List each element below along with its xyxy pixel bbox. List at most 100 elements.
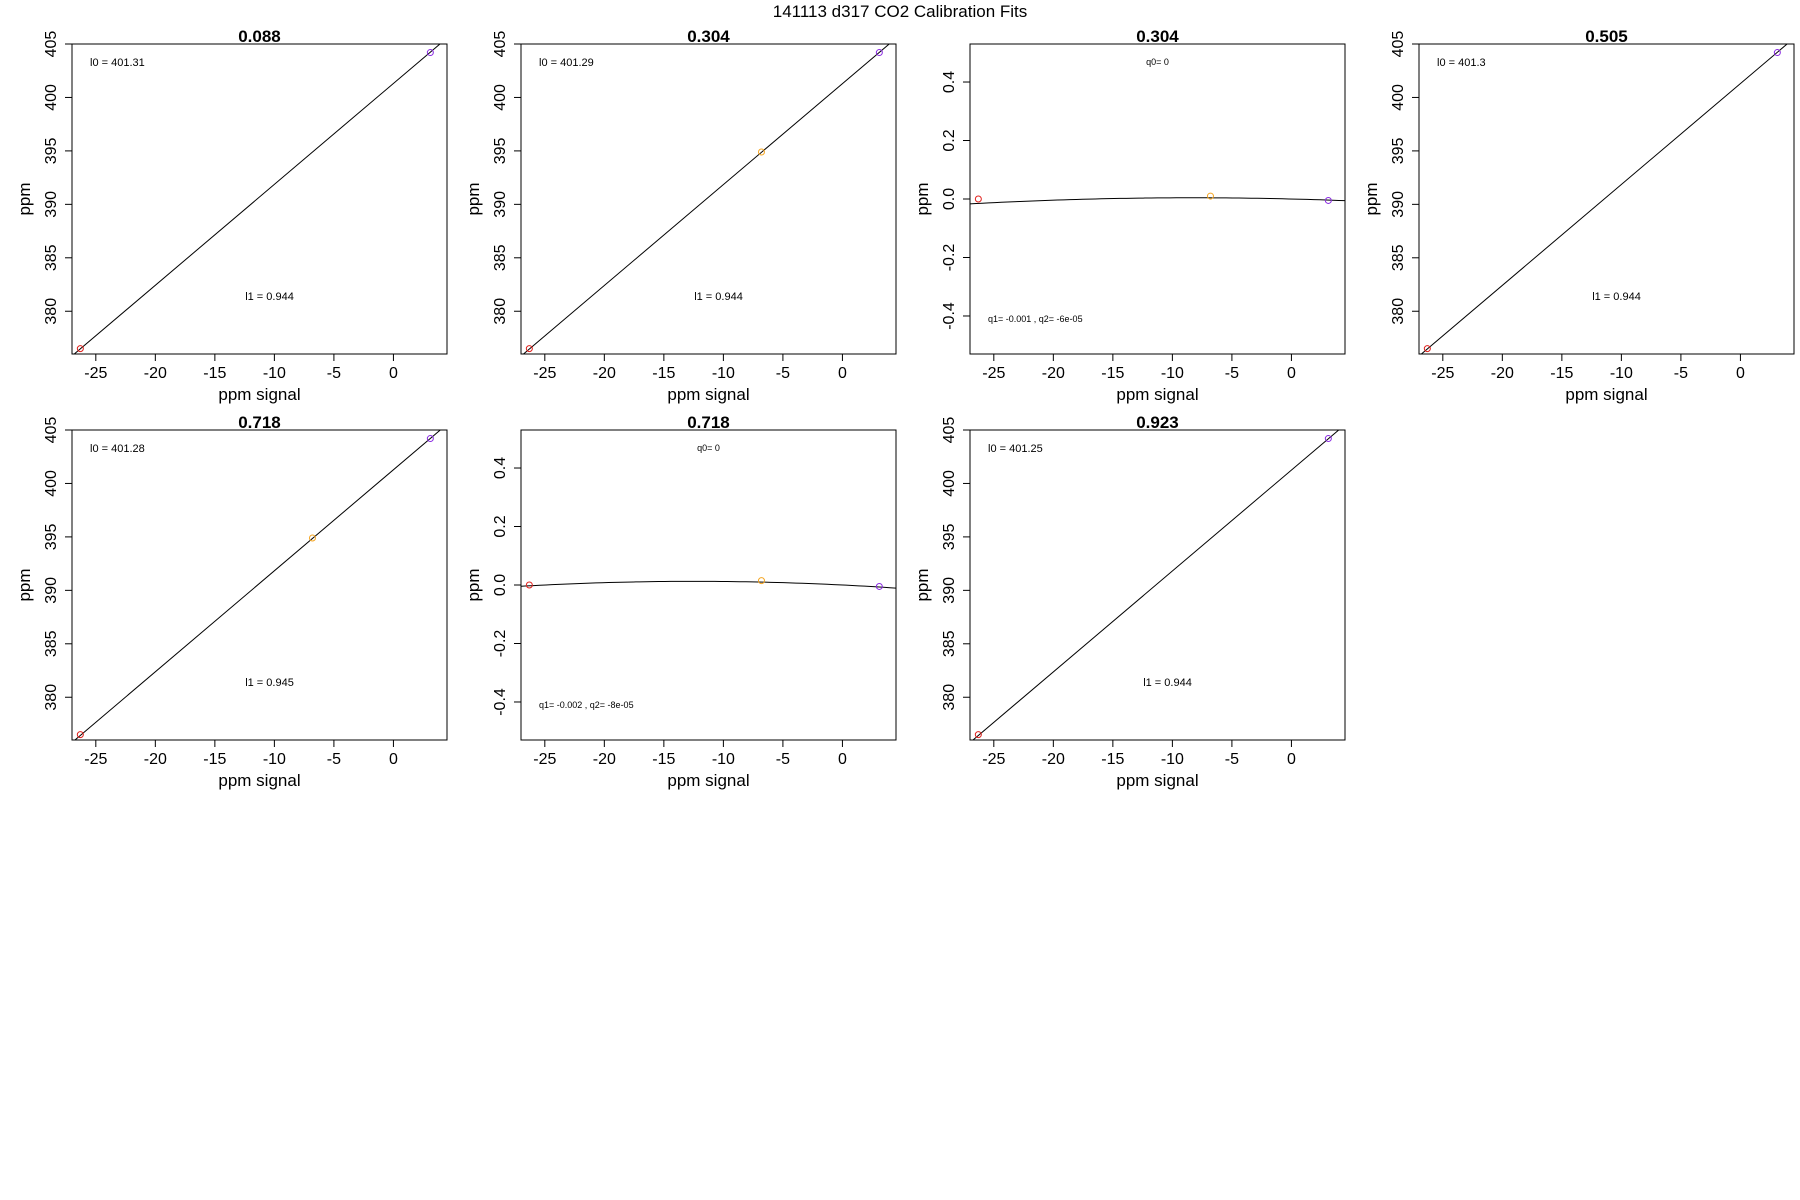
data-point <box>875 582 883 590</box>
x-tick-label: 0 <box>1287 365 1296 382</box>
x-axis-label: ppm signal <box>667 385 749 404</box>
calibration-panel-5: 0.718 -25 -20 -15 -10 -5 0 ppm signal 380 385 390 3… <box>15 413 448 790</box>
x-axis-label: ppm signal <box>667 771 749 790</box>
data-point <box>875 49 883 57</box>
fit-annotation: q1= -0.002 , q2= -8e-05 <box>539 700 634 710</box>
x-tick-label: -25 <box>982 751 1005 768</box>
x-tick-label: -10 <box>263 365 286 382</box>
figure-title: 141113 d317 CO2 Calibration Fits <box>772 2 1028 21</box>
y-tick-label: 385 <box>941 630 958 657</box>
y-tick-label: 400 <box>43 84 60 111</box>
fit-annotation: l1 = 0.944 <box>1143 677 1192 689</box>
y-tick-label: 0.0 <box>492 574 509 596</box>
fit-annotation: q0= 0 <box>697 443 720 453</box>
y-axis-label: ppm <box>15 182 34 215</box>
y-tick-label: 400 <box>43 470 60 497</box>
y-tick-label: 395 <box>43 523 60 550</box>
y-tick-label: 380 <box>941 684 958 711</box>
plot-frame <box>71 43 448 355</box>
data-point <box>426 435 434 443</box>
data-point <box>974 195 982 203</box>
x-tick-label: -10 <box>1161 751 1184 768</box>
plot-frame <box>969 429 1346 741</box>
calibration-panel-1: 0.088 -25 -20 -15 -10 -5 0 ppm signal 380 385 390 3… <box>15 27 448 404</box>
x-tick-label: -20 <box>1042 365 1065 382</box>
y-tick-label: 395 <box>492 137 509 164</box>
calibration-panel-7: 0.923 -25 -20 -15 -10 -5 0 ppm signal 380 385 390 3… <box>913 413 1346 790</box>
x-tick-label: -5 <box>327 751 341 768</box>
y-tick-label: -0.2 <box>941 244 958 272</box>
y-tick-label: 0.4 <box>941 71 958 93</box>
y-axis-label: ppm <box>464 182 483 215</box>
y-tick-label: 390 <box>43 191 60 218</box>
y-tick-label: 380 <box>43 684 60 711</box>
y-tick-label: 0.4 <box>492 457 509 479</box>
x-tick-label: 0 <box>838 365 847 382</box>
y-tick-label: -0.2 <box>492 630 509 658</box>
y-tick-label: 405 <box>941 417 958 444</box>
y-tick-label: 405 <box>492 31 509 58</box>
fit-curve <box>521 580 896 589</box>
data-point <box>76 345 84 353</box>
y-tick-label: 390 <box>492 191 509 218</box>
y-axis-label: ppm <box>1362 182 1381 215</box>
y-tick-label: 400 <box>941 470 958 497</box>
y-tick-label: 385 <box>43 244 60 271</box>
x-tick-label: -15 <box>1101 365 1124 382</box>
y-tick-label: 0.2 <box>941 129 958 151</box>
data-point <box>1324 435 1332 443</box>
y-tick-label: 395 <box>43 137 60 164</box>
data-point <box>525 581 533 589</box>
calibration-panel-6: 0.718 -25 -20 -15 -10 -5 0 ppm signal -0.4 -0.2 0.… <box>464 413 897 790</box>
x-tick-label: -25 <box>84 365 107 382</box>
fit-line <box>74 430 442 740</box>
y-tick-label: 405 <box>43 417 60 444</box>
x-tick-label: -10 <box>1610 365 1633 382</box>
fit-annotation: l1 = 0.944 <box>1592 291 1641 303</box>
x-tick-label: -5 <box>327 365 341 382</box>
panel-title: 0.718 <box>238 413 281 432</box>
y-tick-label: 395 <box>1390 137 1407 164</box>
data-point <box>1324 196 1332 204</box>
x-tick-label: -10 <box>712 365 735 382</box>
calibration-panel-2: 0.304 -25 -20 -15 -10 -5 0 ppm signal 380 385 390 3… <box>464 27 897 404</box>
x-tick-label: -15 <box>203 751 226 768</box>
y-axis-label: ppm <box>15 568 34 601</box>
y-tick-label: 390 <box>43 577 60 604</box>
x-axis-label: ppm signal <box>218 385 300 404</box>
data-point <box>757 577 765 585</box>
x-tick-label: 0 <box>838 751 847 768</box>
fit-annotation: q0= 0 <box>1146 57 1169 67</box>
y-tick-label: 380 <box>43 298 60 325</box>
fit-annotation: l0 = 401.31 <box>90 57 145 69</box>
x-tick-label: -10 <box>263 751 286 768</box>
plot-frame <box>1418 43 1795 355</box>
x-tick-label: -25 <box>533 365 556 382</box>
y-tick-label: 405 <box>43 31 60 58</box>
fit-line <box>972 430 1340 740</box>
x-tick-label: -15 <box>652 751 675 768</box>
panel-grid: 0.088 -25 -20 -15 -10 -5 0 ppm signal 380 385 390 3… <box>15 27 1795 790</box>
panel-title: 0.505 <box>1585 27 1628 46</box>
data-point <box>1773 49 1781 57</box>
panel-title: 0.088 <box>238 27 281 46</box>
x-tick-label: -25 <box>84 751 107 768</box>
x-tick-label: -25 <box>533 751 556 768</box>
fit-annotation: q1= -0.001 , q2= -6e-05 <box>988 314 1083 324</box>
panel-title: 0.923 <box>1136 413 1179 432</box>
y-tick-label: 385 <box>492 244 509 271</box>
x-tick-label: -5 <box>1225 365 1239 382</box>
data-point <box>525 345 533 353</box>
x-tick-label: 0 <box>389 751 398 768</box>
fit-line <box>522 44 890 354</box>
y-tick-label: 385 <box>1390 244 1407 271</box>
x-tick-label: -15 <box>652 365 675 382</box>
calibration-panel-3: 0.304 -25 -20 -15 -10 -5 0 ppm signal -0.4 -0.2 0.… <box>913 27 1346 404</box>
x-tick-label: -20 <box>1042 751 1065 768</box>
fit-annotation: l1 = 0.944 <box>694 291 743 303</box>
data-point <box>974 731 982 739</box>
x-tick-label: -20 <box>593 365 616 382</box>
y-tick-label: -0.4 <box>941 302 958 330</box>
data-point <box>426 49 434 57</box>
